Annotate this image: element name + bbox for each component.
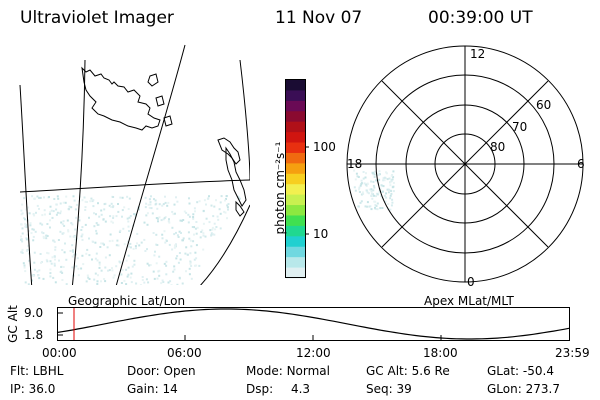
mlt-label-6: 6: [577, 157, 585, 171]
coastline: [163, 115, 173, 127]
status-door: Door: Open: [127, 364, 196, 378]
altitude-ytick-min: 1.8: [24, 328, 44, 342]
colorbar-cell: [286, 246, 306, 258]
colorbar-cell: [286, 132, 306, 144]
parallel-line: [19, 179, 250, 193]
status-mode: Mode: Normal: [246, 364, 330, 378]
status-seq: Seq: 39: [366, 382, 412, 396]
mlat-label-80: 80: [490, 140, 506, 154]
status-glat: GLat: -50.4: [487, 364, 554, 378]
colorbar-cell: [286, 111, 306, 123]
mlt-label-18: 18: [347, 157, 363, 171]
time-label: 00:39:00 UT: [428, 8, 533, 28]
time-tick: 23:59: [555, 346, 590, 360]
status-gain: Gain: 14: [127, 382, 178, 396]
time-tick: 06:00: [167, 346, 202, 360]
status-dsp: Dsp: 4.3: [246, 382, 311, 396]
mlat-label-70: 70: [512, 120, 528, 134]
polar-plot: [346, 45, 584, 283]
meridian-line: [71, 59, 86, 285]
status-gc-alt: GC Alt: 5.6 Re: [366, 364, 450, 378]
altitude-curve: [56, 308, 570, 340]
colorbar-cell: [286, 267, 306, 279]
altitude-plot: [56, 307, 570, 341]
coastline: [217, 137, 241, 165]
meridian-line: [115, 44, 186, 285]
time-tick: 12:00: [296, 346, 331, 360]
colorbar-cell: [286, 194, 306, 206]
colorbar-cell: [286, 184, 306, 196]
coastline: [81, 66, 161, 131]
parallel-line: [239, 59, 250, 181]
polar-panel-label: Apex MLat/MLT: [424, 294, 514, 308]
altitude-ylabel: GC Alt: [6, 305, 20, 343]
status-glon: GLon: 273.7: [487, 382, 560, 396]
colorbar-cell: [286, 142, 306, 154]
time-tick: 18:00: [423, 346, 458, 360]
colorbar-cell: [286, 100, 306, 112]
colorbar-cell: [286, 121, 306, 133]
meridian-line: [19, 84, 33, 285]
mlt-label-12: 12: [470, 47, 486, 61]
altitude-ytick-max: 9.0: [24, 306, 44, 320]
colorbar: [285, 79, 309, 279]
mlt-label-0: 0: [467, 275, 475, 289]
colorbar-cell: [286, 225, 306, 237]
colorbar-cell: [286, 236, 306, 248]
colorbar-cell: [286, 205, 306, 216]
geo-panel-label: Geographic Lat/Lon: [68, 294, 186, 308]
colorbar-unit-label: photon cm⁻²s⁻¹: [273, 141, 287, 235]
map-boundary: [200, 204, 250, 285]
status-flt: Flt: LBHL: [10, 364, 64, 378]
instrument-title: Ultraviolet Imager: [20, 8, 174, 28]
colorbar-cell: [286, 80, 306, 91]
status-ip: IP: 36.0: [10, 382, 56, 396]
colorbar-cell: [286, 90, 306, 102]
coastline: [147, 73, 159, 87]
colorbar-cell: [286, 215, 306, 227]
date-label: 11 Nov 07: [275, 8, 363, 28]
colorbar-tick-10: 10: [313, 227, 329, 241]
colorbar-tick-100: 100: [313, 140, 336, 154]
colorbar-cell: [286, 257, 306, 269]
colorbar-cell: [286, 163, 306, 175]
colorbar-cell: [286, 152, 306, 164]
coastline: [225, 146, 247, 207]
coastline: [155, 95, 165, 107]
coastline: [235, 200, 245, 217]
time-tick: 00:00: [42, 346, 77, 360]
geographic-map: [19, 44, 250, 285]
mlat-label-60: 60: [536, 98, 552, 112]
colorbar-cell: [286, 173, 306, 185]
